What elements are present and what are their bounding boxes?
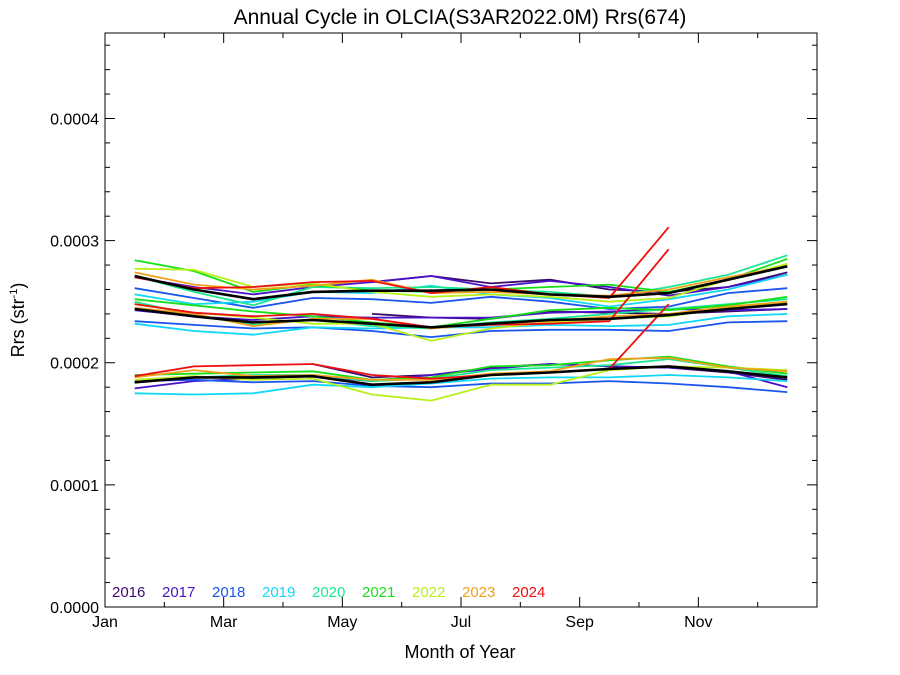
- series-line-2018-upper: [134, 287, 788, 310]
- y-tick-label-4: 0.0004: [50, 111, 99, 128]
- series-line-2022-upper: [134, 262, 788, 303]
- series-line-2024-middle: [134, 248, 670, 329]
- chart-title: Annual Cycle in OLCIA(S3AR2022.0M) Rrs(6…: [234, 6, 687, 29]
- series-line-2019-middle: [134, 313, 788, 336]
- y-axis: 0.0000 0.0001 0.0002 0.0003 0.0004: [50, 44, 817, 617]
- series-line-2024-upper: [134, 226, 670, 299]
- legend-entry-2022: 2022: [412, 584, 445, 601]
- plot-frame: [104, 32, 818, 608]
- x-axis: Jan Mar May Jul Sep Nov: [92, 33, 759, 631]
- legend-entry-2019: 2019: [262, 584, 295, 601]
- x-axis-label: Month of Year: [404, 642, 515, 662]
- series-line-2021-middle: [134, 295, 788, 329]
- series-line-2023-upper: [134, 265, 788, 297]
- series-line-2018-lower: [134, 378, 788, 393]
- series-line-2019-lower: [134, 374, 788, 396]
- x-tick-label-5: Nov: [684, 614, 712, 631]
- y-tick-label-3: 0.0003: [50, 234, 99, 251]
- legend-entry-2024: 2024: [512, 584, 545, 601]
- legend-entry-2020: 2020: [312, 584, 345, 601]
- series-line-2020-upper: [134, 254, 788, 307]
- y-tick-label-2: 0.0002: [50, 356, 99, 373]
- legend-entry-2018: 2018: [212, 584, 245, 601]
- y-axis-label-sup: -1: [8, 289, 20, 299]
- series-line-mean-middle: [134, 302, 788, 329]
- y-axis-label-close: ): [8, 283, 28, 289]
- y-tick-label-1: 0.0001: [50, 478, 99, 495]
- y-axis-label-main: Rrs (str: [8, 298, 28, 357]
- legend-entry-2021: 2021: [362, 584, 395, 601]
- plot-lines: [134, 226, 788, 402]
- y-tick-label-0: 0.0000: [50, 600, 99, 617]
- x-tick-label-0: Jan: [92, 614, 118, 631]
- x-tick-label-1: Mar: [210, 614, 238, 631]
- legend: 2016 2017 2018 2019 2020 2021 2022 2023 2024: [112, 584, 545, 601]
- series-line-2021-lower: [134, 355, 788, 381]
- series-line-mean-lower: [134, 365, 788, 387]
- x-tick-label-3: Jul: [451, 614, 471, 631]
- series-line-mean-upper: [134, 265, 788, 301]
- legend-entry-2023: 2023: [462, 584, 495, 601]
- x-tick-label-4: Sep: [565, 614, 594, 631]
- x-tick-label-2: May: [327, 614, 357, 631]
- legend-entry-2017: 2017: [162, 584, 195, 601]
- legend-entry-2016: 2016: [112, 584, 145, 601]
- y-axis-label: Rrs (str-1): [8, 283, 28, 358]
